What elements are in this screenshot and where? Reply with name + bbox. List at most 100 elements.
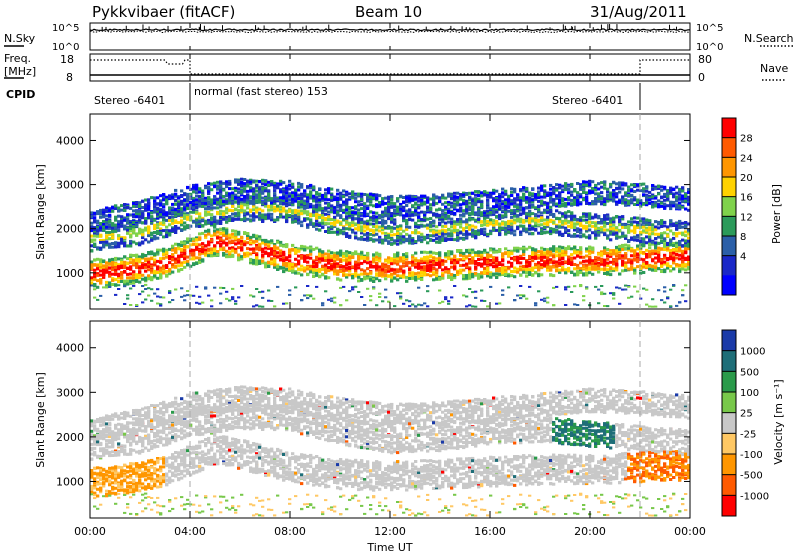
power-cell [468,273,472,277]
power-cell [498,263,502,266]
power-cell [219,220,223,223]
power-cell [393,259,397,263]
power-cell [426,200,430,204]
power-cell [279,196,283,200]
station-title: Pykkvibaer (fitACF) [92,3,235,21]
power-cell [147,262,151,266]
power-cell [138,273,142,277]
power-cell [342,258,346,262]
power-cell [123,255,127,259]
power-cell [231,200,235,204]
power-cell [291,220,295,224]
power-cell [267,198,271,202]
power-cell [297,221,301,225]
power-cell [378,201,382,204]
power-cell [306,217,310,221]
power-cell [519,196,523,200]
power-cell [462,227,466,231]
power-cell [213,201,217,205]
power-cell [447,300,451,303]
power-cell [396,197,400,201]
power-cell [333,198,337,202]
power-cell [249,189,253,193]
power-cell [459,206,463,210]
power-cell [396,207,400,211]
beam-title: Beam 10 [355,3,422,21]
power-cell [255,243,259,247]
power-cell [276,265,280,269]
power-cell [219,186,223,190]
power-cell [345,201,349,205]
power-cell [429,274,433,278]
power-cell [273,181,277,185]
power-cell [198,252,202,256]
power-cell [99,273,103,277]
power-cell [366,261,370,265]
power-cell [219,239,223,243]
power-cell [438,261,442,265]
power-cell [300,185,304,189]
power-cell [120,280,124,283]
power-cell [216,221,220,225]
power-cell [261,182,265,186]
power-cell [270,180,274,184]
power-cell [132,204,136,208]
power-cell [384,288,388,291]
power-cell [495,219,499,223]
power-cell [510,261,514,265]
power-cell [375,215,379,219]
power-cell [501,191,505,195]
power-cell [327,266,331,269]
power-cell [219,209,223,213]
power-cell [162,205,166,209]
power-cell [444,225,448,228]
power-cell [372,239,376,243]
power-cell [156,216,160,220]
power-cell [249,180,253,184]
power-cell [207,240,211,244]
power-cell [324,195,328,199]
power-cell [420,233,424,237]
power-cell [480,229,484,233]
power-cell [189,215,193,219]
power-cell [120,219,124,223]
power-cell [159,248,163,252]
power-cell [153,292,157,295]
power-cell [276,186,280,189]
power-cell [123,266,127,269]
power-cell [264,242,268,246]
power-cell [105,285,109,289]
power-cell [168,229,172,233]
power-cell [390,201,394,205]
power-cell [246,189,250,193]
power-cell [153,208,157,211]
power-cell [372,253,376,257]
power-cell [321,225,325,229]
power-cell [174,202,178,206]
power-cell [201,193,205,197]
power-cell [354,227,358,231]
power-cell [246,198,250,202]
power-cell [414,209,418,213]
power-cell [471,250,475,254]
power-cell [327,258,331,262]
power-cell [123,203,127,206]
power-cell [174,188,178,192]
power-cell [360,256,364,260]
power-cell [513,233,517,237]
power-cell [492,224,496,227]
power-cell [519,213,523,217]
power-cell [345,263,349,267]
power-cell [354,267,358,271]
power-cell [216,187,220,191]
power-cell [399,227,403,231]
power-cell [333,301,337,304]
power-cell [363,214,367,218]
power-cell [408,274,412,278]
power-cell [438,237,442,241]
power-cell [288,207,292,211]
power-cell [168,206,172,210]
power-cell [354,205,358,209]
power-cell [144,228,148,232]
power-cell [474,271,478,275]
